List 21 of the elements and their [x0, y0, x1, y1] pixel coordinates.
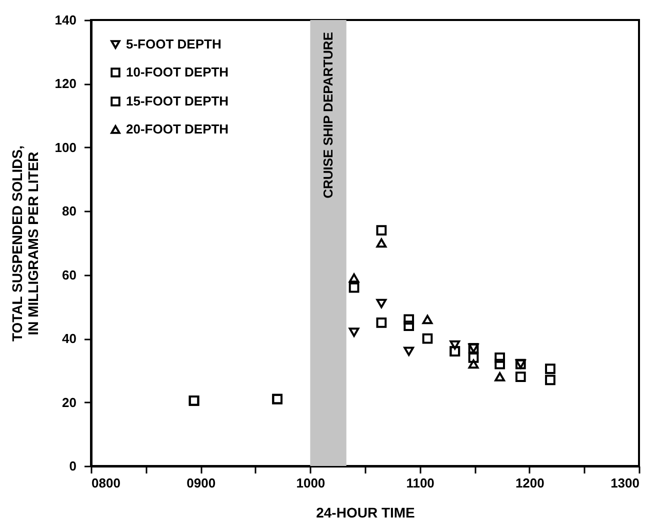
x-axis-title: 24-HOUR TIME [316, 504, 415, 520]
y-tick-label: 0 [69, 458, 76, 474]
legend-label: 20-FOOT DEPTH [126, 122, 229, 136]
x-tick-label: 1200 [515, 476, 544, 490]
y-axis-title: TOTAL SUSPENDED SOLIDS, IN MILLIGRAMS PER LITER [8, 145, 41, 342]
legend-label: 10-FOOT DEPTH [126, 64, 229, 80]
legend-label: 15-FOOT DEPTH [126, 94, 229, 108]
x-tick-label: 0900 [186, 476, 216, 490]
y-tick-label: 60 [62, 267, 76, 282]
legend-label: 5-FOOT DEPTH [126, 36, 222, 52]
y-tick-label: 140 [54, 12, 76, 28]
x-tick-label: 1000 [296, 476, 326, 490]
x-tick-label: 1300 [610, 476, 640, 490]
y-tick-label: 40 [62, 331, 76, 346]
y-tick-label: 20 [62, 394, 76, 410]
band-label: CRUISE SHIP DEPARTURE [320, 32, 336, 198]
y-tick-label: 120 [54, 76, 76, 92]
x-tick-label: 0800 [92, 476, 120, 490]
y-tick-label: 80 [62, 204, 76, 219]
x-tick-label: 1100 [406, 476, 434, 490]
y-tick-label: 100 [54, 140, 76, 155]
